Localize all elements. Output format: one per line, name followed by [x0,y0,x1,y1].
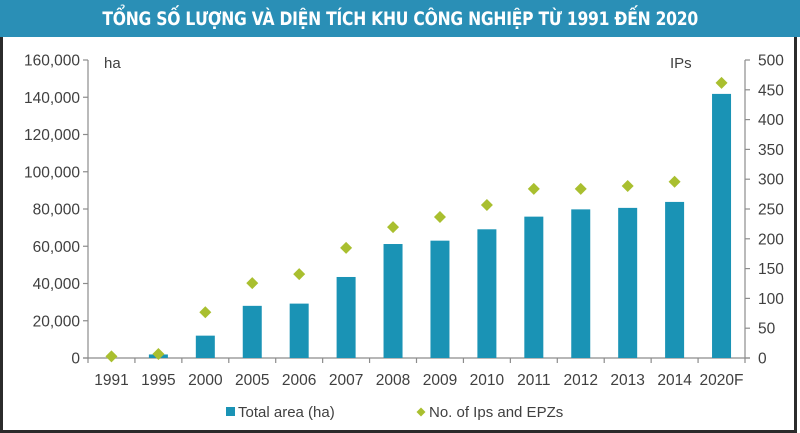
bar [195,335,215,358]
right-axis-unit-label: IPs [670,55,692,72]
diamond-marker [340,241,353,254]
left-axis-tick-label: 80,000 [33,202,81,219]
bar [430,240,450,358]
bar [336,276,356,358]
x-axis-tick-label: 2010 [470,372,505,389]
x-axis-tick-label: 2012 [564,372,598,389]
right-y-axis: 0 50 100 150 200 250 300 350 400 450 500 [744,53,784,368]
left-axis-tick-label: 140,000 [24,90,80,107]
bar [383,244,403,358]
x-axis: 1991 1995 2000 2005 2006 2007 2008 2009 2010 2011… [83,357,750,389]
diamond-marker [433,210,446,223]
diamond-marker [293,268,306,281]
diamond-marker [527,182,540,195]
diamond-marker [199,306,212,319]
left-axis-tick-label: 40,000 [33,276,81,293]
diamond-marker [246,277,259,290]
bar [242,305,262,358]
chart-frame [0,37,797,433]
right-axis-tick-label: 400 [758,112,784,129]
right-axis-tick-label: 0 [758,351,767,368]
left-axis-tick-label: 160,000 [24,53,80,70]
x-axis-tick-label: 2013 [610,372,644,389]
x-axis-tick-label: 2005 [235,372,269,389]
diamond-marker [668,175,681,188]
diamond-marker [574,182,587,195]
legend-square-icon [226,407,235,416]
left-axis-tick-label: 100,000 [24,164,80,181]
bar [524,216,544,358]
right-axis-tick-label: 300 [758,172,784,189]
left-axis-tick-label: 120,000 [24,127,80,144]
left-y-axis: 0 20,000 40,000 60,000 80,000 100,000 120,000 1… [24,53,89,368]
x-axis-tick-label: 2009 [423,372,457,389]
bar [618,207,638,358]
legend-label-ips-epzs: No. of Ips and EPZs [429,404,563,421]
scatter-series-ips-epzs [105,76,728,363]
left-axis-tick-label: 20,000 [33,313,81,330]
right-axis-tick-label: 200 [758,231,784,248]
diamond-marker [715,76,728,89]
legend-diamond-icon [416,407,426,417]
right-axis-tick-label: 150 [758,261,784,278]
bar [571,209,591,358]
bar [665,201,685,358]
x-axis-tick-label: 1995 [141,372,175,389]
x-axis-tick-label: 2007 [329,372,363,389]
x-axis-tick-label: 2008 [376,372,410,389]
right-axis-tick-label: 450 [758,82,784,99]
right-axis-tick-label: 350 [758,142,784,159]
diamond-marker [480,199,493,212]
x-axis-tick-label: 2014 [657,372,692,389]
chart-title-band: TỔNG SỐ LƯỢNG VÀ DIỆN TÍCH KHU CÔNG NGHI… [0,0,800,37]
bar [289,303,309,358]
x-axis-tick-label: 2006 [282,372,316,389]
left-axis-tick-label: 0 [71,351,80,368]
diamond-marker [152,348,165,361]
chart-title: TỔNG SỐ LƯỢNG VÀ DIỆN TÍCH KHU CÔNG NGHI… [102,7,698,30]
right-axis-tick-label: 100 [758,291,784,308]
left-axis-unit-label: ha [104,55,121,72]
x-axis-tick-label: 2020F [700,372,744,389]
right-axis-tick-label: 500 [758,53,784,70]
x-axis-tick-label: 2000 [188,372,223,389]
diamond-marker [621,179,634,192]
left-axis-tick-label: 60,000 [33,239,81,256]
bar [477,229,497,358]
legend-label-total-area: Total area (ha) [238,404,335,421]
bar [712,93,732,359]
diamond-marker [105,350,118,363]
diamond-marker [387,221,400,234]
x-axis-tick-label: 2011 [517,372,550,389]
legend: Total area (ha) No. of Ips and EPZs [226,404,563,421]
x-axis-tick-label: 1991 [94,372,128,389]
bar-series-total-area [148,93,732,359]
right-axis-tick-label: 250 [758,202,784,219]
right-axis-tick-label: 50 [758,321,776,338]
